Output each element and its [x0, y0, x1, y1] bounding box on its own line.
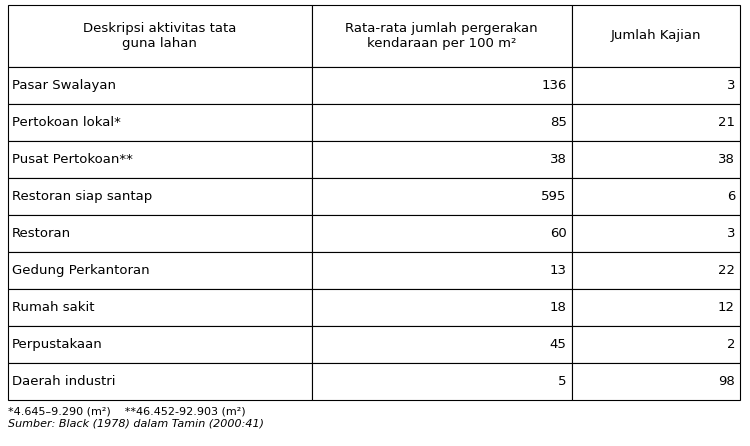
- Text: 60: 60: [550, 227, 567, 240]
- Text: 2: 2: [727, 338, 735, 351]
- Bar: [312, 326, 572, 363]
- Bar: [312, 178, 572, 215]
- Text: Pasar Swalayan: Pasar Swalayan: [12, 79, 116, 92]
- Text: 18: 18: [550, 301, 567, 314]
- Text: Rata-rata jumlah pergerakan
kendaraan per 100 m²: Rata-rata jumlah pergerakan kendaraan pe…: [346, 22, 538, 50]
- Text: 13: 13: [550, 264, 567, 277]
- Text: Deskripsi aktivitas tata
guna lahan: Deskripsi aktivitas tata guna lahan: [83, 22, 236, 50]
- Text: 38: 38: [550, 153, 567, 166]
- Text: Gedung Perkantoran: Gedung Perkantoran: [12, 264, 149, 277]
- Text: Jumlah Kajian: Jumlah Kajian: [610, 29, 701, 42]
- Text: Pusat Pertokoan**: Pusat Pertokoan**: [12, 153, 133, 166]
- Bar: [312, 252, 572, 289]
- Bar: [572, 178, 740, 215]
- Text: 85: 85: [550, 116, 567, 129]
- Text: 12: 12: [718, 301, 735, 314]
- Bar: [312, 289, 572, 326]
- Bar: [8, 363, 312, 400]
- Bar: [572, 252, 740, 289]
- Bar: [572, 326, 740, 363]
- Bar: [312, 141, 572, 178]
- Bar: [8, 141, 312, 178]
- Text: 38: 38: [718, 153, 735, 166]
- Text: *4.645–9.290 (m²)    **46.452-92.903 (m²): *4.645–9.290 (m²) **46.452-92.903 (m²): [8, 406, 246, 416]
- Text: 6: 6: [727, 190, 735, 203]
- Text: 98: 98: [718, 375, 735, 388]
- Text: Restoran siap santap: Restoran siap santap: [12, 190, 152, 203]
- Text: 136: 136: [542, 79, 567, 92]
- Bar: [312, 104, 572, 141]
- Text: Perpustakaan: Perpustakaan: [12, 338, 103, 351]
- Text: 21: 21: [718, 116, 735, 129]
- Bar: [8, 178, 312, 215]
- Bar: [572, 104, 740, 141]
- Text: Rumah sakit: Rumah sakit: [12, 301, 94, 314]
- Bar: [572, 215, 740, 252]
- Text: 5: 5: [558, 375, 567, 388]
- Text: 595: 595: [542, 190, 567, 203]
- Bar: [572, 289, 740, 326]
- Bar: [572, 363, 740, 400]
- Bar: [572, 5, 740, 67]
- Text: Restoran: Restoran: [12, 227, 71, 240]
- Text: Daerah industri: Daerah industri: [12, 375, 116, 388]
- Text: 45: 45: [550, 338, 567, 351]
- Text: 22: 22: [718, 264, 735, 277]
- Text: 3: 3: [727, 227, 735, 240]
- Bar: [312, 363, 572, 400]
- Bar: [572, 67, 740, 104]
- Bar: [312, 5, 572, 67]
- Bar: [8, 252, 312, 289]
- Bar: [572, 141, 740, 178]
- Bar: [8, 215, 312, 252]
- Bar: [8, 5, 312, 67]
- Text: Sumber: Black (1978) dalam Tamin (2000:41): Sumber: Black (1978) dalam Tamin (2000:4…: [8, 419, 264, 429]
- Text: Pertokoan lokal*: Pertokoan lokal*: [12, 116, 121, 129]
- Bar: [8, 67, 312, 104]
- Bar: [312, 67, 572, 104]
- Text: 3: 3: [727, 79, 735, 92]
- Bar: [8, 289, 312, 326]
- Bar: [8, 104, 312, 141]
- Bar: [8, 326, 312, 363]
- Bar: [312, 215, 572, 252]
